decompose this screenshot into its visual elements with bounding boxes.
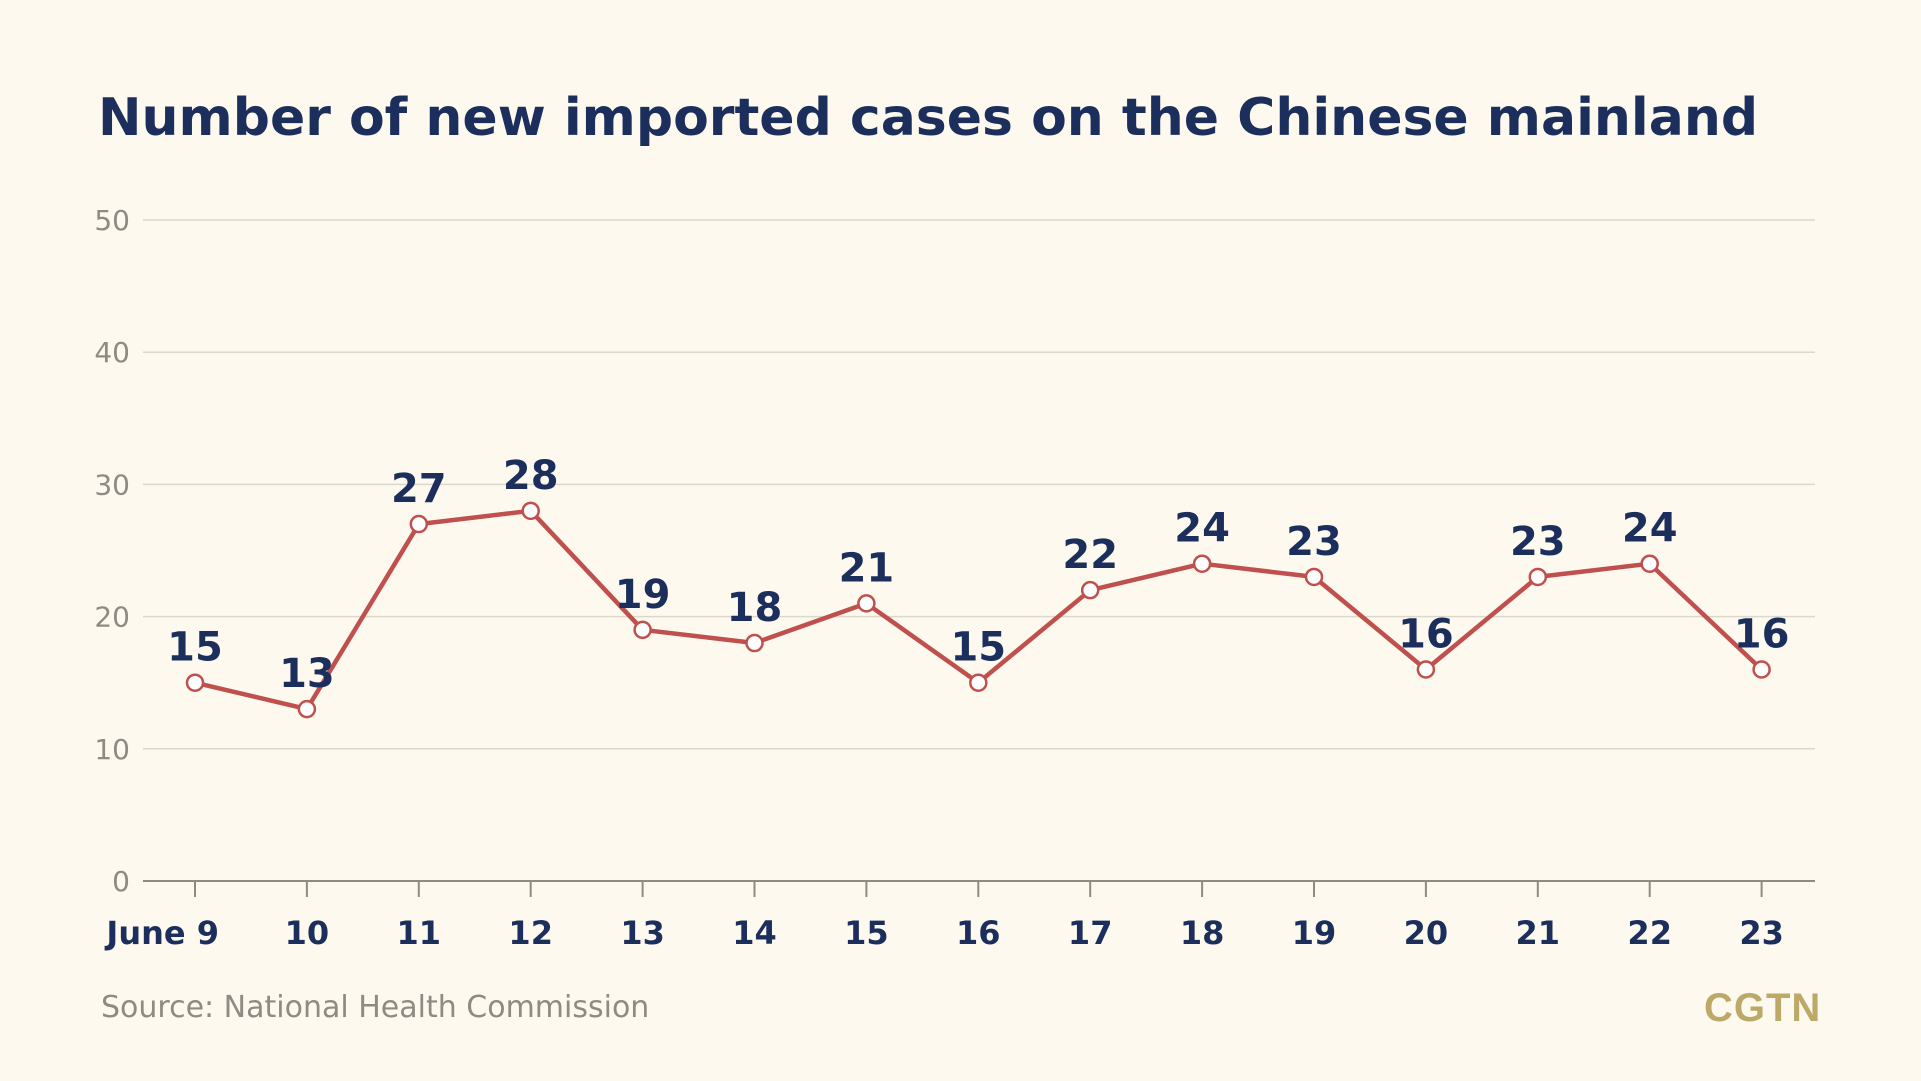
data-label: 19 [615,572,671,618]
data-label: 24 [1622,506,1678,552]
data-label: 15 [950,625,1006,671]
data-point [1080,580,1100,600]
x-tick-label: 10 [285,914,330,952]
data-label: 16 [1734,611,1790,657]
data-points [185,501,1771,719]
x-tick-label: 17 [1068,914,1113,952]
x-tick-label: 19 [1292,914,1337,952]
data-label: 22 [1062,532,1118,578]
data-point [969,673,988,692]
cgtn-logo: CGTN [1704,986,1822,1030]
x-tick-label: 22 [1627,914,1672,952]
data-label: 16 [1398,611,1454,657]
data-point [1416,660,1436,679]
y-tick-label: 50 [94,204,130,237]
data-label: 28 [503,453,559,499]
grid-lines [143,219,1815,750]
data-point [185,673,205,692]
chart-title: Number of new imported cases on the Chin… [98,88,1759,148]
y-axis-ticks: 0 10 20 30 40 50 [94,204,130,898]
data-label: 21 [839,545,895,591]
x-tick-label: 20 [1404,914,1449,952]
data-point [633,620,652,640]
data-point [1528,567,1548,587]
data-point [1640,554,1659,573]
source-note: Source: National Health Commission [101,990,650,1025]
data-point [297,699,317,719]
data-labels: 15 13 27 28 19 18 21 15 22 24 23 16 23 24 16 [167,453,1789,697]
data-point [409,514,429,534]
x-tick-label: 16 [956,914,1001,952]
y-tick-label: 0 [112,865,130,898]
data-point [857,594,876,613]
data-label: 27 [391,466,447,512]
data-point [1192,554,1212,573]
x-tick-label: 12 [508,914,553,952]
y-tick-label: 10 [94,733,130,766]
data-point [1304,567,1324,587]
data-label: 18 [727,585,783,631]
data-point [745,633,764,653]
y-tick-label: 40 [94,336,130,369]
x-tick-label: 13 [620,914,665,952]
x-tick-label: 23 [1739,914,1784,952]
y-tick-label: 30 [94,468,130,501]
x-tick-label: 14 [732,914,777,952]
x-axis-ticks: June 9 10 11 12 13 14 15 16 17 18 19 20 21 22 23 [104,881,1784,952]
y-tick-label: 20 [94,601,130,634]
x-tick-label: 21 [1516,914,1561,952]
data-point [521,501,540,521]
x-tick-label: 15 [844,914,889,952]
data-label: 23 [1286,519,1342,565]
data-label: 13 [279,651,335,697]
data-label: 23 [1510,519,1566,565]
data-label: 24 [1174,506,1230,552]
x-tick-label: 11 [397,914,442,952]
x-tick-label: June 9 [104,914,219,952]
x-tick-label: 18 [1180,914,1225,952]
data-label: 15 [167,625,223,671]
data-point [1752,660,1771,679]
